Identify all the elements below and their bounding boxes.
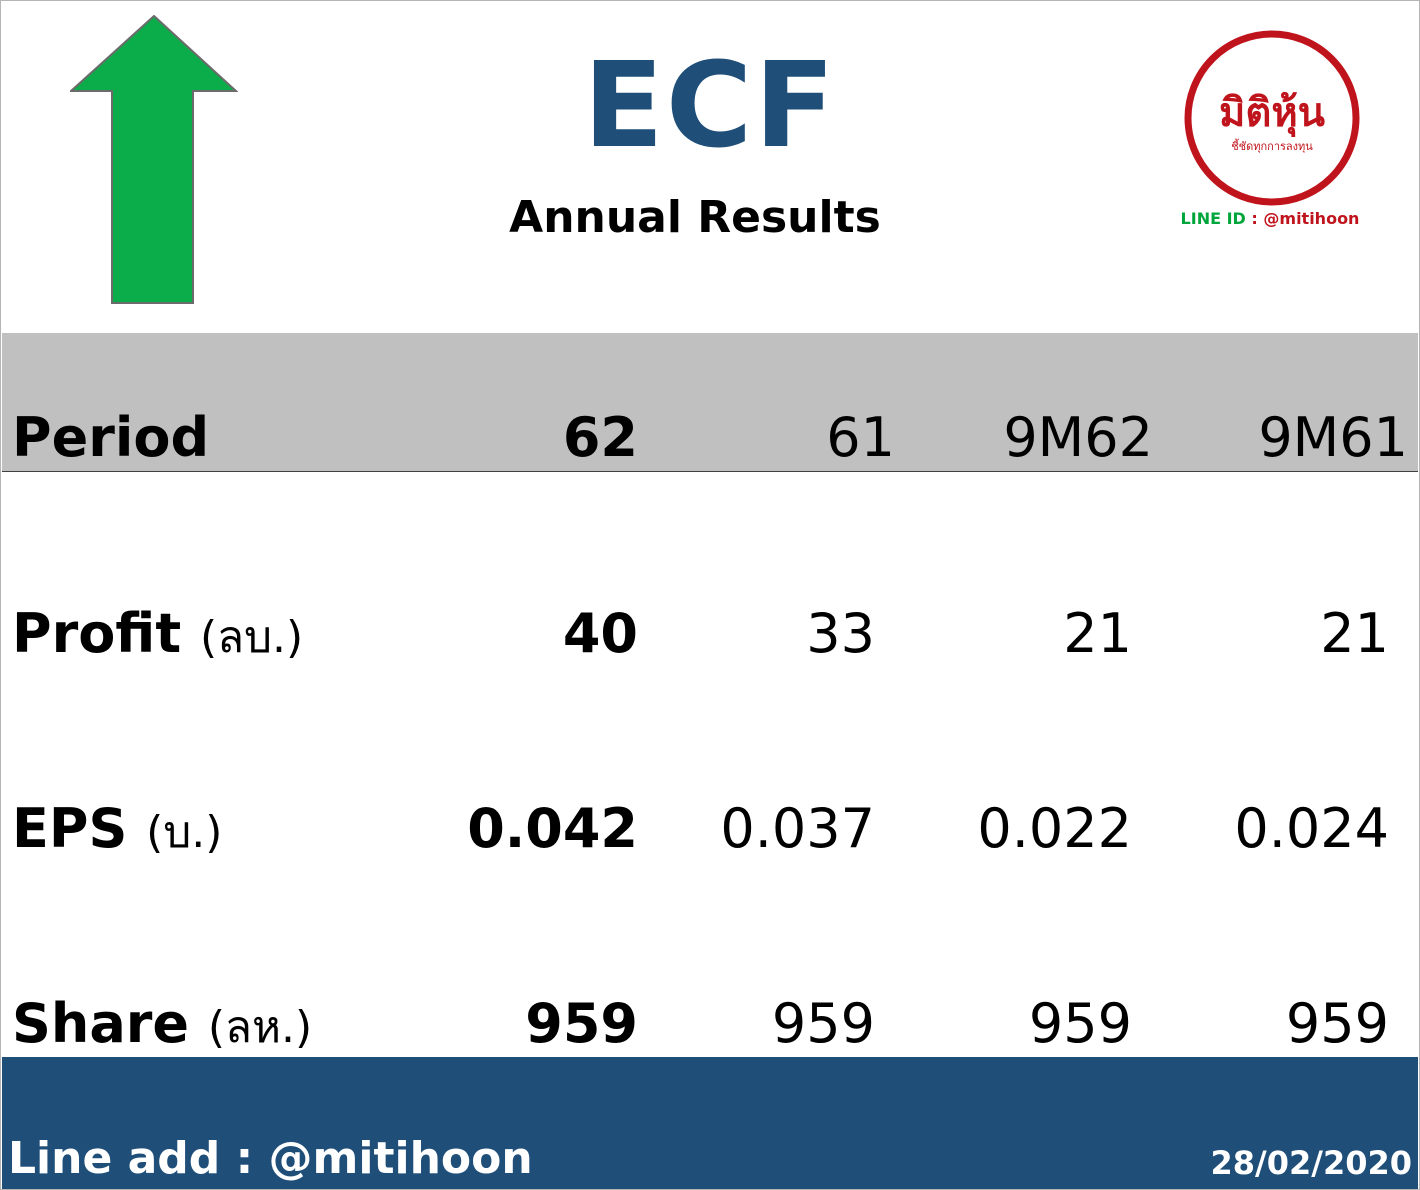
period-col-2: 61 — [826, 406, 895, 469]
eps-col-1: 0.042 — [467, 797, 638, 860]
eps-col-4: 0.024 — [1234, 797, 1389, 860]
report-subtitle: Annual Results — [509, 192, 881, 243]
eps-col-2: 0.037 — [720, 797, 875, 860]
profit-row-label: Profit (ลบ.) — [12, 602, 303, 670]
footer-date: 28/02/2020 — [1210, 1144, 1413, 1182]
footer-line-add: Line add : @mitihoon — [8, 1133, 533, 1184]
period-label: Period — [12, 406, 210, 469]
eps-row-label: EPS (บ.) — [12, 797, 222, 865]
svg-text:ชี้ชัดทุกการลงทุน: ชี้ชัดทุกการลงทุน — [1231, 138, 1313, 153]
share-unit: (ลห.) — [207, 1002, 313, 1053]
share-row-label: Share (ลห.) — [12, 992, 312, 1060]
period-col-4: 9M61 — [1258, 406, 1408, 469]
up-arrow-icon — [70, 15, 238, 304]
eps-col-3: 0.022 — [977, 797, 1132, 860]
footer-bar — [2, 1057, 1418, 1189]
profit-col-3: 21 — [1063, 602, 1132, 665]
share-col-1: 959 — [525, 992, 638, 1055]
period-col-1: 62 — [562, 406, 638, 469]
share-col-4: 959 — [1285, 992, 1389, 1055]
profit-unit: (ลบ.) — [199, 612, 304, 663]
share-col-3: 959 — [1028, 992, 1132, 1055]
profit-col-2: 33 — [806, 602, 875, 665]
ticker-symbol: ECF — [583, 36, 837, 174]
profit-label: Profit — [12, 602, 182, 665]
line-id-handle: @mitihoon — [1263, 209, 1360, 228]
mitihoon-logo: มิติหุ้น ชี้ชัดทุกการลงทุน — [1184, 30, 1360, 206]
line-id-label: LINE ID — [1180, 209, 1246, 228]
period-header-band — [2, 333, 1418, 472]
profit-col-1: 40 — [562, 602, 638, 665]
eps-label: EPS — [12, 797, 128, 860]
profit-col-4: 21 — [1320, 602, 1389, 665]
line-id-separator: : — [1251, 209, 1258, 228]
logo-line-id: LINE ID : @mitihoon — [1160, 208, 1380, 230]
share-label: Share — [12, 992, 190, 1055]
period-col-3: 9M62 — [1003, 406, 1153, 469]
share-col-2: 959 — [771, 992, 875, 1055]
eps-unit: (บ.) — [146, 807, 223, 858]
svg-text:มิติหุ้น: มิติหุ้น — [1219, 90, 1325, 138]
